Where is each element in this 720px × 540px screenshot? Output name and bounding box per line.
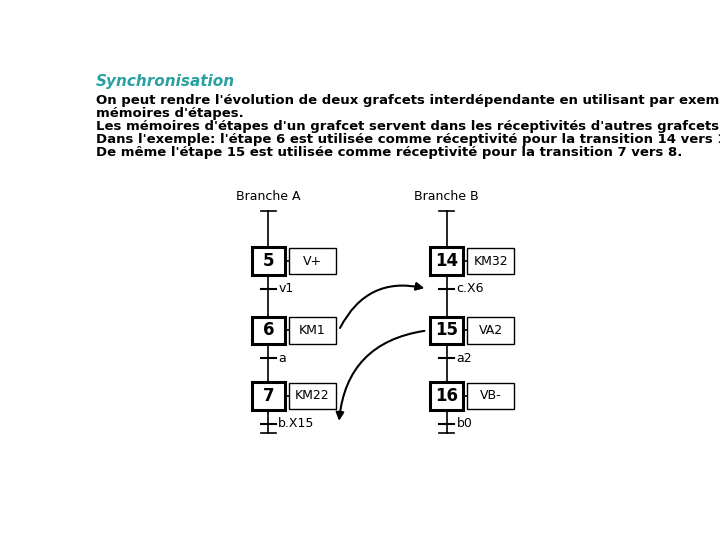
Bar [467,383,514,409]
Text: 7: 7 [262,387,274,405]
Text: De même l'étape 15 est utilisée comme réceptivité pour la transition 7 vers 8.: De même l'étape 15 est utilisée comme ré… [96,146,683,159]
Bar [252,382,284,410]
Text: Synchronisation: Synchronisation [96,74,235,89]
Text: a2: a2 [456,352,472,365]
Text: c.X6: c.X6 [456,282,484,295]
Bar [289,248,336,274]
Text: V+: V+ [303,255,322,268]
Text: 14: 14 [435,252,458,270]
Text: Les mémoires d'étapes d'un grafcet servent dans les réceptivités d'autres grafce: Les mémoires d'étapes d'un grafcet serve… [96,120,720,133]
Bar [289,318,336,343]
Bar [431,247,463,275]
Bar [252,247,284,275]
Text: KM32: KM32 [473,255,508,268]
Text: mémoires d'étapes.: mémoires d'étapes. [96,107,244,120]
Bar [467,248,514,274]
Bar [467,318,514,343]
Text: VA2: VA2 [479,324,503,337]
Text: KM1: KM1 [299,324,325,337]
Text: Dans l'exemple: l'étape 6 est utilisée comme réceptivité pour la transition 14 v: Dans l'exemple: l'étape 6 est utilisée c… [96,133,720,146]
Text: On peut rendre l'évolution de deux grafcets interdépendante en utilisant par exe: On peut rendre l'évolution de deux grafc… [96,94,720,107]
Text: b.X15: b.X15 [279,417,315,430]
Bar [252,316,284,345]
Text: Branche A: Branche A [236,191,300,204]
Text: 6: 6 [263,321,274,340]
Bar [289,383,336,409]
Text: VB-: VB- [480,389,502,402]
Bar [431,316,463,345]
Text: 16: 16 [435,387,458,405]
Bar [431,382,463,410]
Text: 15: 15 [435,321,458,340]
Text: Branche B: Branche B [414,191,479,204]
Text: b0: b0 [456,417,472,430]
Text: 5: 5 [263,252,274,270]
Text: KM22: KM22 [295,389,330,402]
Text: v1: v1 [279,282,294,295]
Text: a: a [279,352,286,365]
